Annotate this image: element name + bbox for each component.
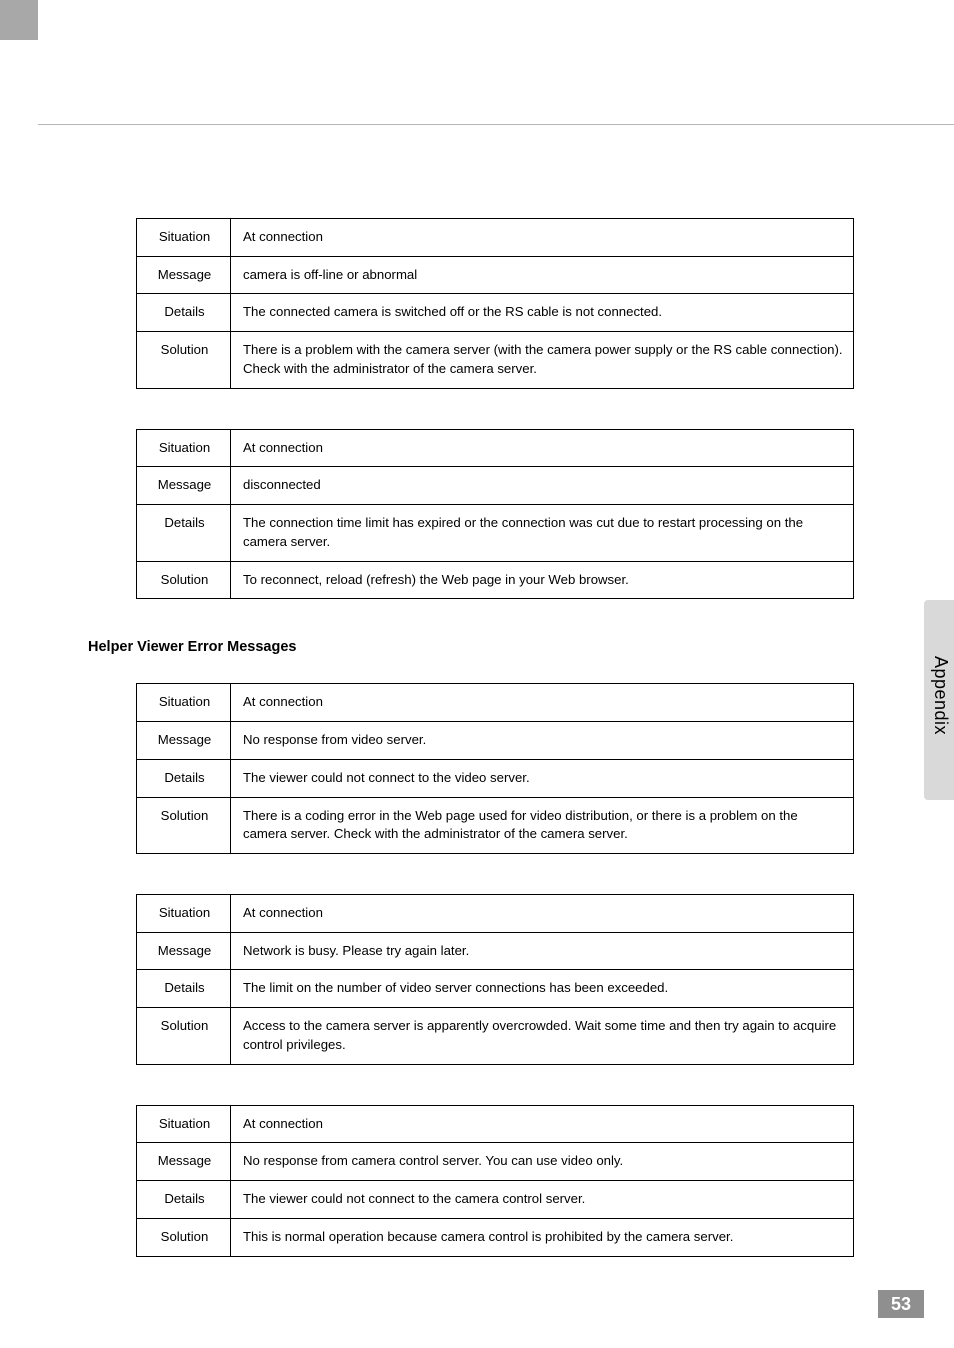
row-value: There is a problem with the camera serve… bbox=[231, 332, 854, 388]
row-value: At connection bbox=[231, 684, 854, 722]
row-label: Details bbox=[137, 294, 231, 332]
row-value: The connected camera is switched off or … bbox=[231, 294, 854, 332]
row-label: Solution bbox=[137, 1218, 231, 1256]
row-value: The connection time limit has expired or… bbox=[231, 505, 854, 561]
corner-decoration bbox=[0, 0, 38, 40]
row-label: Message bbox=[137, 467, 231, 505]
row-label: Situation bbox=[137, 895, 231, 933]
row-value: The viewer could not connect to the came… bbox=[231, 1181, 854, 1219]
error-table: SituationAt connection MessageNetwork is… bbox=[136, 894, 854, 1065]
row-value: At connection bbox=[231, 429, 854, 467]
row-label: Situation bbox=[137, 684, 231, 722]
section-heading: Helper Viewer Error Messages bbox=[88, 639, 854, 655]
row-value: No response from camera control server. … bbox=[231, 1143, 854, 1181]
row-value: The viewer could not connect to the vide… bbox=[231, 759, 854, 797]
row-value: There is a coding error in the Web page … bbox=[231, 797, 854, 853]
side-tab-label: Appendix bbox=[930, 656, 951, 735]
row-label: Message bbox=[137, 256, 231, 294]
error-table: SituationAt connection Messagedisconnect… bbox=[136, 429, 854, 600]
row-label: Message bbox=[137, 722, 231, 760]
row-label: Details bbox=[137, 1181, 231, 1219]
row-label: Details bbox=[137, 970, 231, 1008]
horizontal-rule bbox=[38, 124, 954, 125]
row-value: To reconnect, reload (refresh) the Web p… bbox=[231, 561, 854, 599]
row-label: Solution bbox=[137, 797, 231, 853]
row-label: Message bbox=[137, 1143, 231, 1181]
row-value: Access to the camera server is apparentl… bbox=[231, 1008, 854, 1064]
error-table: SituationAt connection MessageNo respons… bbox=[136, 1105, 854, 1257]
row-value: camera is off-line or abnormal bbox=[231, 256, 854, 294]
row-value: Network is busy. Please try again later. bbox=[231, 932, 854, 970]
row-value: At connection bbox=[231, 219, 854, 257]
page-number: 53 bbox=[878, 1290, 924, 1318]
error-table: SituationAt connection MessageNo respons… bbox=[136, 683, 854, 854]
row-label: Solution bbox=[137, 332, 231, 388]
row-label: Situation bbox=[137, 1105, 231, 1143]
row-value: No response from video server. bbox=[231, 722, 854, 760]
row-label: Details bbox=[137, 505, 231, 561]
row-value: disconnected bbox=[231, 467, 854, 505]
row-value: At connection bbox=[231, 1105, 854, 1143]
row-value: The limit on the number of video server … bbox=[231, 970, 854, 1008]
page-content: SituationAt connection Messagecamera is … bbox=[136, 218, 854, 1297]
row-value: At connection bbox=[231, 895, 854, 933]
row-value: This is normal operation because camera … bbox=[231, 1218, 854, 1256]
row-label: Solution bbox=[137, 561, 231, 599]
row-label: Message bbox=[137, 932, 231, 970]
row-label: Situation bbox=[137, 429, 231, 467]
row-label: Situation bbox=[137, 219, 231, 257]
row-label: Solution bbox=[137, 1008, 231, 1064]
error-table: SituationAt connection Messagecamera is … bbox=[136, 218, 854, 389]
row-label: Details bbox=[137, 759, 231, 797]
